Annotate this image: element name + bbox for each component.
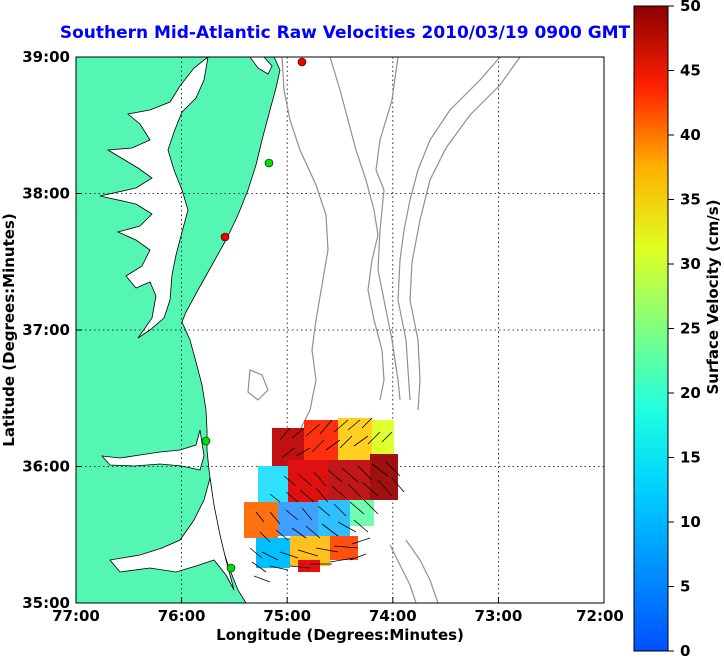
x-tick-label: 76:00 bbox=[158, 607, 206, 625]
colorbar-tick-label: 5 bbox=[680, 578, 690, 596]
station-marker bbox=[264, 158, 274, 168]
water-delaware-bay bbox=[249, 57, 273, 75]
y-tick-label: 39:00 bbox=[22, 48, 70, 66]
velocity-field bbox=[244, 418, 398, 572]
x-axis-title: Longitude (Degrees:Minutes) bbox=[216, 626, 464, 644]
y-tick-label: 37:00 bbox=[22, 321, 70, 339]
x-tick-label: 72:00 bbox=[576, 607, 624, 625]
colorbar-tick-label: 35 bbox=[680, 191, 701, 209]
x-tick-label: 73:00 bbox=[475, 607, 523, 625]
x-tick-label: 74:00 bbox=[369, 607, 417, 625]
colorbar-tick-label: 20 bbox=[680, 384, 701, 402]
colorbar-tick-label: 15 bbox=[680, 449, 701, 467]
x-tick-label: 77:00 bbox=[52, 607, 100, 625]
water-chesapeake-bay bbox=[99, 57, 209, 339]
colorbar: 0 5 10 15 20 25 30 35 40 45 50 Surface V… bbox=[633, 0, 722, 659]
station-marker bbox=[201, 436, 211, 446]
axis-tick-marks bbox=[75, 56, 605, 604]
colorbar-tick-label: 45 bbox=[680, 62, 701, 80]
colorbar-tick-label: 0 bbox=[680, 642, 690, 659]
station-marker bbox=[297, 57, 307, 67]
colorbar-tick-label: 40 bbox=[680, 126, 701, 144]
colorbar-tick-label: 10 bbox=[680, 513, 701, 531]
map-plot-area bbox=[76, 57, 604, 603]
colorbar-gradient bbox=[633, 5, 669, 652]
y-axis-title: Latitude (Degrees:Minutes) bbox=[0, 213, 18, 446]
y-tick-label: 35:00 bbox=[22, 594, 70, 612]
velocity-vectors bbox=[249, 417, 405, 583]
radar-stations bbox=[201, 57, 307, 573]
y-tick-label: 36:00 bbox=[22, 458, 70, 476]
colorbar-tick-label: 50 bbox=[680, 0, 701, 15]
x-axis-ticks: 77:00 76:00 75:00 74:00 73:00 72:00 bbox=[52, 607, 624, 625]
colorbar-tick-label: 25 bbox=[680, 320, 701, 338]
y-tick-label: 38:00 bbox=[22, 185, 70, 203]
colorbar-title: Surface Velocity (cm/s) bbox=[704, 199, 722, 394]
colorbar-tick-label: 30 bbox=[680, 255, 701, 273]
water-pamlico-sound bbox=[109, 477, 235, 591]
station-marker bbox=[226, 563, 236, 573]
station-marker bbox=[220, 232, 230, 242]
x-tick-label: 75:00 bbox=[263, 607, 311, 625]
water-albemarle-sound bbox=[101, 429, 205, 471]
y-axis-ticks: 39:00 38:00 37:00 36:00 35:00 bbox=[22, 48, 70, 612]
bathymetry-contours bbox=[247, 57, 521, 603]
map-title: Southern Mid-Atlantic Raw Velocities 201… bbox=[60, 23, 631, 43]
